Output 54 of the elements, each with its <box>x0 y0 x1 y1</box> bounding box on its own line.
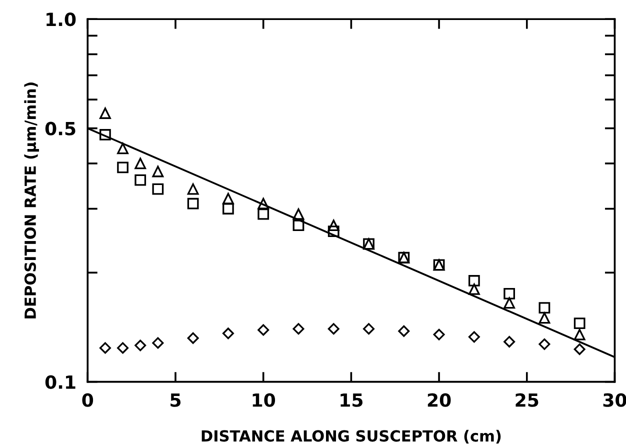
point <box>99 342 111 354</box>
point <box>187 198 199 210</box>
point <box>222 328 234 340</box>
point <box>328 220 340 232</box>
point <box>134 340 146 352</box>
point <box>222 203 234 214</box>
point <box>117 162 128 174</box>
point <box>574 328 586 340</box>
point <box>187 332 199 344</box>
x-tick-label: 15 <box>340 394 362 407</box>
point <box>292 208 304 220</box>
point <box>117 142 128 154</box>
point <box>363 323 374 335</box>
x-tick-label: 5 <box>170 394 181 407</box>
point <box>152 183 164 195</box>
x-tick-label: 0 <box>82 393 94 407</box>
point <box>222 192 234 204</box>
point <box>328 226 340 238</box>
point <box>468 284 480 295</box>
y-tick-label: 0.5 <box>45 122 76 136</box>
point <box>258 198 270 210</box>
point <box>292 220 304 232</box>
point <box>134 158 146 170</box>
point <box>574 318 586 329</box>
x-axis-title: DISTANCE ALONG SUSCEPTOR (cm) <box>202 430 501 444</box>
point <box>574 343 586 355</box>
point <box>398 325 410 337</box>
y-tick-label: 0.1 <box>45 375 76 389</box>
y-axis-title: DEPOSITION RATE (μm/min) <box>24 82 39 318</box>
point <box>468 331 480 343</box>
point <box>538 338 550 350</box>
point <box>504 336 516 348</box>
point <box>538 302 550 314</box>
point <box>100 108 111 119</box>
point <box>100 129 111 140</box>
point <box>134 174 146 186</box>
y-tick-label: 1.0 <box>46 12 76 26</box>
point <box>433 328 445 340</box>
x-tick-label: 10 <box>252 393 276 407</box>
point <box>258 208 270 220</box>
point <box>292 323 304 335</box>
point <box>117 342 129 354</box>
x-tick-label: 20 <box>428 393 451 407</box>
point <box>152 166 164 178</box>
point <box>328 323 340 335</box>
point <box>258 324 270 336</box>
x-tick-label: 30 <box>603 393 626 407</box>
point <box>187 183 199 195</box>
point <box>538 312 550 324</box>
point <box>468 275 480 286</box>
point <box>504 288 516 300</box>
x-tick-label: 25 <box>516 393 538 407</box>
point <box>152 337 164 349</box>
point <box>504 297 516 309</box>
